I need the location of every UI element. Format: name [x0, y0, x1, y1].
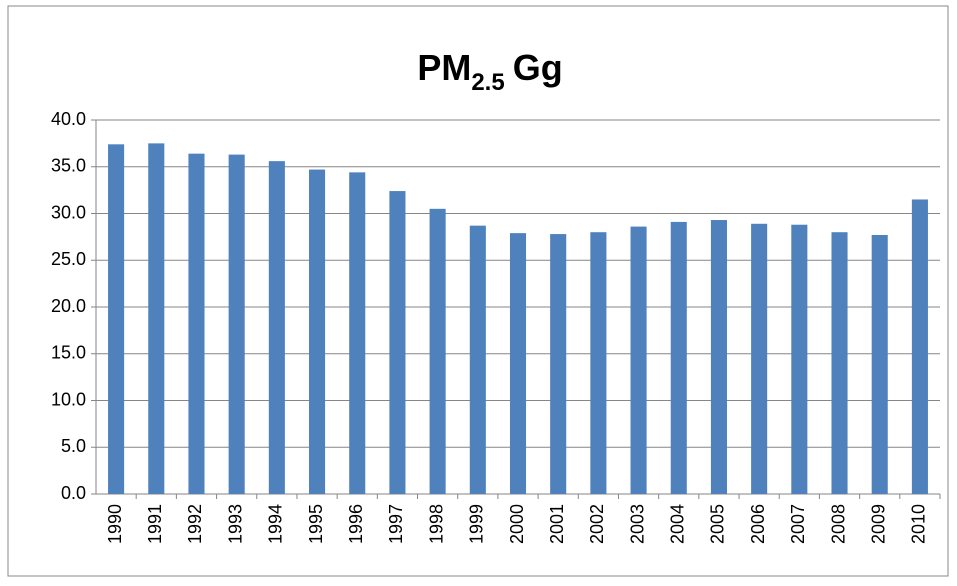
- bar: [309, 169, 326, 494]
- bar: [630, 226, 647, 494]
- bar: [710, 220, 727, 495]
- x-tick-label: 2005: [708, 504, 728, 544]
- bar: [429, 208, 446, 494]
- title-main: PM: [417, 47, 471, 88]
- x-tick-label: 1997: [386, 504, 406, 544]
- bar: [550, 234, 567, 494]
- y-tick-label: 5.0: [61, 436, 86, 456]
- bar: [389, 191, 406, 494]
- bar: [751, 223, 768, 494]
- bar: [108, 144, 125, 494]
- x-tick-label: 2003: [627, 504, 647, 544]
- x-tick-label: 1999: [467, 504, 487, 544]
- bar: [871, 235, 888, 494]
- x-tick-label: 2001: [547, 504, 567, 544]
- bar: [148, 143, 165, 494]
- x-tick-label: 2002: [587, 504, 607, 544]
- bar: [911, 199, 928, 494]
- bar: [590, 232, 607, 494]
- x-tick-label: 2010: [909, 504, 929, 544]
- chart-title: PM2.5 Gg: [417, 47, 562, 96]
- y-tick-label: 25.0: [51, 249, 86, 269]
- bar: [228, 154, 245, 494]
- x-tick-label: 1992: [185, 504, 205, 544]
- title-suffix: Gg: [513, 47, 563, 88]
- bar: [469, 225, 486, 494]
- x-tick-label: 2007: [788, 504, 808, 544]
- x-tick-label: 1996: [346, 504, 366, 544]
- y-tick-label: 35.0: [51, 156, 86, 176]
- bar: [268, 161, 285, 494]
- x-tick-label: 1990: [105, 504, 125, 544]
- bar: [791, 224, 808, 494]
- y-tick-label: 15.0: [51, 343, 86, 363]
- x-tick-label: 1998: [426, 504, 446, 544]
- x-tick-label: 2006: [748, 504, 768, 544]
- y-tick-label: 30.0: [51, 202, 86, 222]
- bar: [670, 221, 687, 495]
- x-tick-label: 2008: [828, 504, 848, 544]
- x-tick-label: 1994: [266, 504, 286, 544]
- bar: [349, 172, 366, 495]
- y-tick-label: 0.0: [61, 483, 86, 503]
- bar: [509, 233, 527, 494]
- y-tick-label: 10.0: [51, 389, 86, 409]
- title-subscript: 2.5: [471, 69, 504, 96]
- y-tick-label: 20.0: [51, 296, 86, 316]
- x-tick-label: 1993: [225, 504, 245, 544]
- bar: [188, 153, 205, 494]
- x-tick-label: 2009: [868, 504, 888, 544]
- x-tick-label: 2000: [507, 504, 527, 544]
- x-tick-label: 2004: [668, 504, 688, 544]
- x-tick-label: 1995: [306, 504, 326, 544]
- bar: [831, 232, 848, 494]
- y-tick-label: 40.0: [51, 109, 86, 129]
- x-tick-label: 1991: [145, 504, 165, 544]
